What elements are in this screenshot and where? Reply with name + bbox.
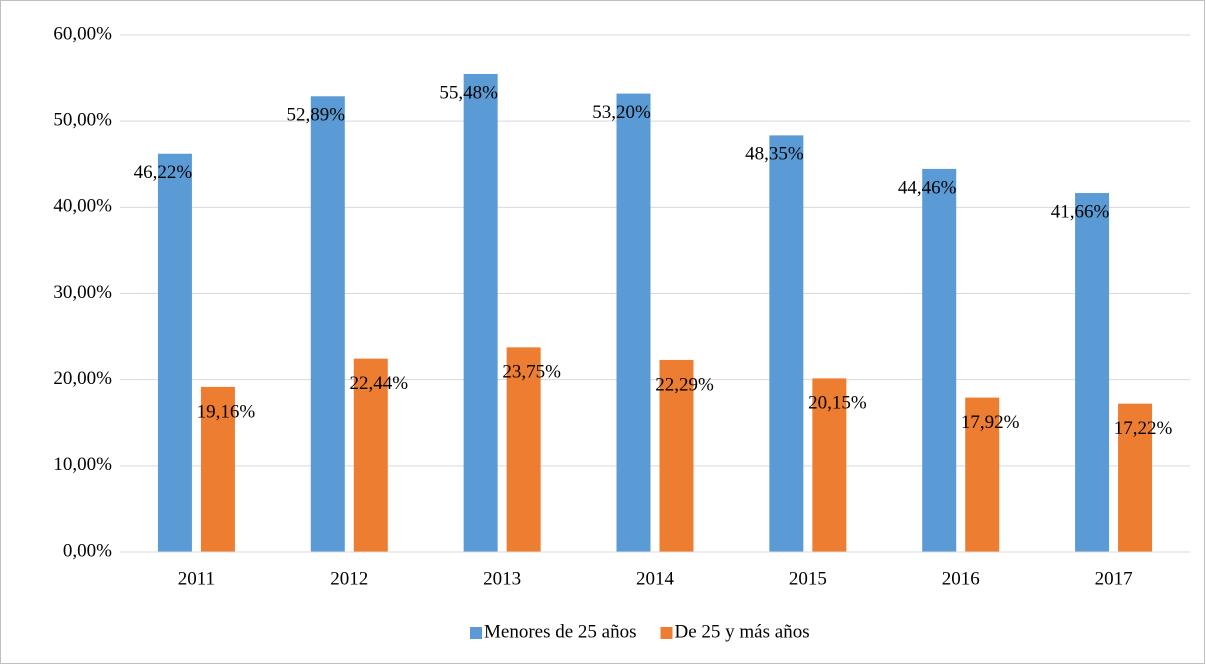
bar <box>1075 193 1110 552</box>
x-tick-label: 2016 <box>942 568 980 589</box>
y-tick-label: 20,00% <box>53 368 112 389</box>
data-label: 19,16% <box>197 401 256 422</box>
y-tick-label: 60,00% <box>53 23 112 44</box>
x-tick-label: 2017 <box>1095 568 1133 589</box>
bar <box>769 135 804 553</box>
legend-label: Menores de 25 años <box>484 621 637 642</box>
bar <box>922 168 957 552</box>
y-tick-label: 40,00% <box>53 196 112 217</box>
data-label: 48,35% <box>745 144 804 165</box>
bar <box>200 386 235 552</box>
x-tick-label: 2014 <box>636 568 675 589</box>
data-label: 20,15% <box>808 393 867 414</box>
data-label: 17,22% <box>1114 418 1173 439</box>
bar <box>463 73 498 553</box>
data-label: 46,22% <box>134 162 193 183</box>
x-tick-label: 2012 <box>330 568 368 589</box>
y-tick-label: 0,00% <box>63 540 112 561</box>
data-label: 53,20% <box>592 102 651 123</box>
legend-swatch <box>660 627 673 639</box>
x-tick-label: 2011 <box>178 568 215 589</box>
bar <box>616 93 651 553</box>
bar <box>812 378 847 552</box>
data-label: 44,46% <box>898 177 957 198</box>
bar <box>353 358 388 552</box>
data-label: 17,92% <box>961 412 1020 433</box>
data-label: 41,66% <box>1051 201 1110 222</box>
data-label: 22,29% <box>655 374 714 395</box>
y-tick-label: 10,00% <box>53 454 112 475</box>
legend-label: De 25 y más años <box>675 621 810 642</box>
y-tick-label: 30,00% <box>53 282 112 303</box>
x-tick-label: 2015 <box>789 568 827 589</box>
legend-swatch <box>470 627 482 639</box>
data-label: 55,48% <box>439 82 498 103</box>
bar <box>157 153 192 552</box>
x-tick-label: 2013 <box>483 568 521 589</box>
bar <box>965 397 1000 552</box>
y-tick-label: 50,00% <box>53 110 112 131</box>
data-label: 22,44% <box>349 373 408 394</box>
bar <box>506 347 541 552</box>
bar <box>310 96 345 553</box>
data-label: 52,89% <box>286 105 345 126</box>
data-label: 23,75% <box>502 362 561 383</box>
bar <box>1118 403 1153 552</box>
bar <box>659 359 694 552</box>
